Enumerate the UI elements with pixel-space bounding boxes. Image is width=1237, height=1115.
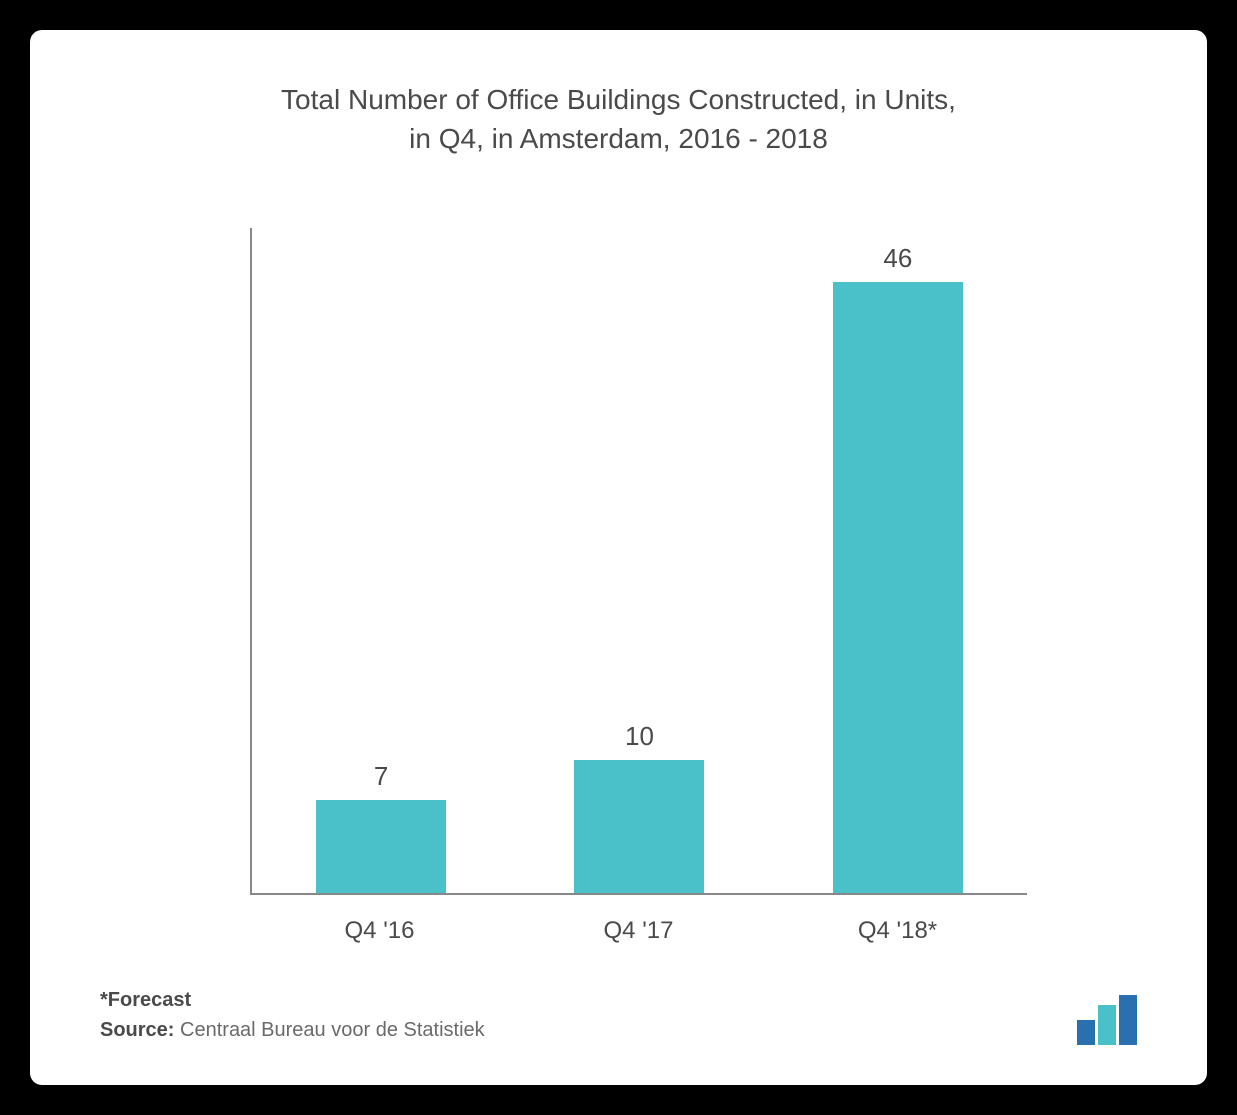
- logo-bar: [1077, 1020, 1095, 1045]
- bar-slot: 46: [769, 228, 1027, 893]
- bar-slot: 7: [252, 228, 510, 893]
- plot-area: 7 10 46 Q4 '16Q4 '17Q4 '18*: [250, 198, 1027, 965]
- logo-bar: [1098, 1005, 1116, 1045]
- bars-container: 7 10 46: [250, 228, 1027, 895]
- x-axis-labels: Q4 '16Q4 '17Q4 '18*: [250, 917, 1027, 945]
- bar-value-label: 10: [625, 721, 654, 752]
- logo-icon: [1077, 995, 1137, 1045]
- logo-bar: [1119, 995, 1137, 1045]
- title-line-2: in Q4, in Amsterdam, 2016 - 2018: [409, 123, 828, 154]
- chart-card: Total Number of Office Buildings Constru…: [30, 30, 1207, 1085]
- source-text: Centraal Bureau voor de Statistiek: [180, 1019, 485, 1041]
- footer-text: *Forecast Source: Centraal Bureau voor d…: [100, 985, 485, 1045]
- x-tick-label: Q4 '17: [509, 917, 768, 945]
- source-label: Source:: [100, 1019, 180, 1041]
- bar: [316, 800, 446, 893]
- bar: [574, 760, 704, 893]
- bar: [833, 282, 963, 893]
- bar-value-label: 46: [883, 243, 912, 274]
- bar-slot: 10: [510, 228, 768, 893]
- chart-title: Total Number of Office Buildings Constru…: [90, 80, 1147, 158]
- x-tick-label: Q4 '16: [250, 917, 509, 945]
- forecast-note: *Forecast: [100, 989, 191, 1011]
- title-line-1: Total Number of Office Buildings Constru…: [281, 84, 956, 115]
- footer: *Forecast Source: Centraal Bureau voor d…: [90, 985, 1147, 1045]
- x-tick-label: Q4 '18*: [768, 917, 1027, 945]
- bar-value-label: 7: [374, 761, 388, 792]
